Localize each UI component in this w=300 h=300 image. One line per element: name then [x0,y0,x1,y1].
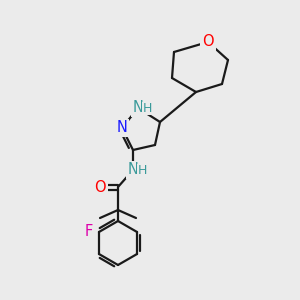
Text: N: N [128,163,138,178]
Text: O: O [94,179,106,194]
Text: N: N [133,100,143,116]
Text: F: F [85,224,93,239]
Text: O: O [202,34,214,50]
Text: H: H [142,101,152,115]
Text: H: H [137,164,147,176]
Text: N: N [117,121,128,136]
